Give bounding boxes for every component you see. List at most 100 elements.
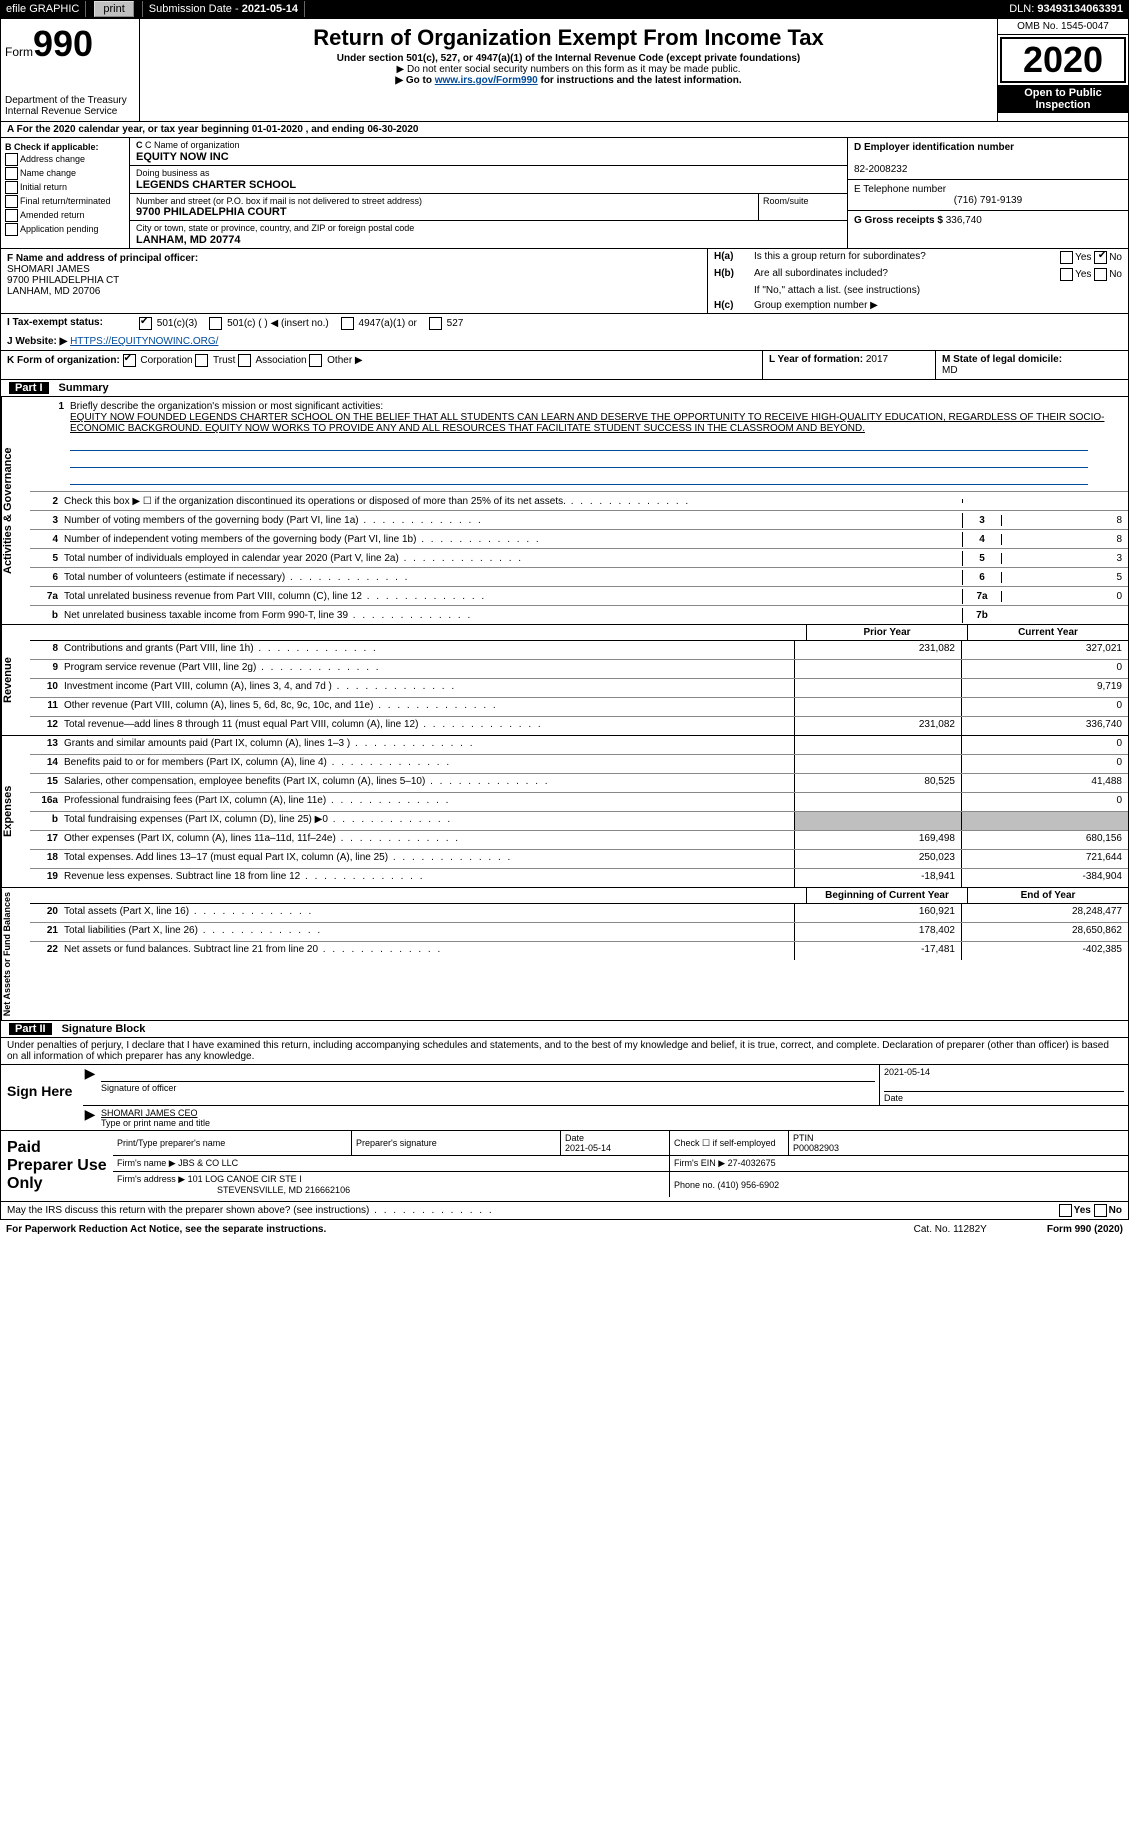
- tax-year: 2020: [1000, 37, 1126, 83]
- data-row: 17 Other expenses (Part IX, column (A), …: [30, 831, 1128, 850]
- ein-cell: D Employer identification number 82-2008…: [848, 138, 1128, 180]
- ein: 82-2008232: [854, 164, 907, 175]
- section-fh: F Name and address of principal officer:…: [0, 249, 1129, 314]
- check-final[interactable]: Final return/terminated: [5, 195, 125, 208]
- sign-here-section: Sign Here ▶ Signature of officer 2021-05…: [0, 1065, 1129, 1131]
- summary-row: 5 Total number of individuals employed i…: [30, 549, 1128, 568]
- data-row: 10 Investment income (Part VIII, column …: [30, 679, 1128, 698]
- sign-arrow-icon: ▶: [83, 1065, 97, 1105]
- mission-block: 1Briefly describe the organization's mis…: [30, 397, 1128, 492]
- summary-row: b Net unrelated business taxable income …: [30, 606, 1128, 624]
- form-number: Form990: [5, 23, 135, 65]
- omb-number: OMB No. 1545-0047: [998, 19, 1128, 35]
- data-row: 16a Professional fundraising fees (Part …: [30, 793, 1128, 812]
- footer-left: For Paperwork Reduction Act Notice, see …: [6, 1224, 326, 1235]
- officer-addr1: 9700 PHILADELPHIA CT: [7, 275, 119, 286]
- summary-revenue: Revenue Prior Year Current Year 8 Contri…: [0, 625, 1129, 736]
- irs-link[interactable]: www.irs.gov/Form990: [435, 75, 538, 86]
- h-b-note: If "No," attach a list. (see instruction…: [708, 283, 1128, 298]
- col-b-check: B Check if applicable: Address change Na…: [1, 138, 130, 248]
- footer-right: Form 990 (2020): [1047, 1224, 1123, 1235]
- data-row: 20 Total assets (Part X, line 16) 160,92…: [30, 904, 1128, 923]
- form-title: Return of Organization Exempt From Incom…: [146, 25, 991, 51]
- sig-name-cell: SHOMARI JAMES CEOType or print name and …: [97, 1106, 1128, 1130]
- data-row: 14 Benefits paid to or for members (Part…: [30, 755, 1128, 774]
- dept-line-2: Internal Revenue Service: [5, 106, 135, 117]
- check-amended[interactable]: Amended return: [5, 209, 125, 222]
- section-bcdeg: B Check if applicable: Address change Na…: [0, 138, 1129, 249]
- dba-cell: Doing business as LEGENDS CHARTER SCHOOL: [130, 166, 847, 194]
- phone: (716) 791-9139: [854, 195, 1122, 206]
- row-j: J Website: ▶ HTTPS://EQUITYNOWINC.ORG/: [0, 333, 1129, 351]
- preparer-table: Print/Type preparer's name Preparer's si…: [113, 1131, 1128, 1197]
- col-c-org: C C Name of organization EQUITY NOW INC …: [130, 138, 847, 248]
- subtitle-2: ▶ Do not enter social security numbers o…: [146, 64, 991, 75]
- vlabel-revenue: Revenue: [1, 625, 30, 735]
- data-row: 21 Total liabilities (Part X, line 26) 1…: [30, 923, 1128, 942]
- street-cell: Number and street (or P.O. box if mail i…: [130, 194, 847, 221]
- firm-name-cell: Firm's name ▶ JBS & CO LLC: [113, 1156, 670, 1172]
- discuss-row: May the IRS discuss this return with the…: [0, 1202, 1129, 1220]
- net-heads: Beginning of Current Year End of Year: [30, 888, 1128, 904]
- sig-officer-label: Signature of officer: [101, 1081, 875, 1093]
- top-bar: efile GRAPHIC print Submission Date - 20…: [0, 0, 1129, 18]
- summary-row: 6 Total number of volunteers (estimate i…: [30, 568, 1128, 587]
- room-suite: Room/suite: [758, 194, 847, 220]
- row-a-period: A For the 2020 calendar year, or tax yea…: [0, 122, 1129, 138]
- prep-self-emp: Check ☐ if self-employed: [670, 1131, 789, 1156]
- preparer-label: Paid Preparer Use Only: [1, 1131, 113, 1201]
- vlabel-net: Net Assets or Fund Balances: [1, 888, 30, 1020]
- data-row: 11 Other revenue (Part VIII, column (A),…: [30, 698, 1128, 717]
- firm-ein-cell: Firm's EIN ▶ 27-4032675: [670, 1156, 1129, 1172]
- col-de: D Employer identification number 82-2008…: [847, 138, 1128, 248]
- data-row: 15 Salaries, other compensation, employe…: [30, 774, 1128, 793]
- efile-label: efile GRAPHIC: [0, 1, 86, 17]
- row-k: K Form of organization: Corporation Trus…: [0, 351, 1129, 380]
- summary-net: Net Assets or Fund Balances Beginning of…: [0, 888, 1129, 1021]
- check-name[interactable]: Name change: [5, 167, 125, 180]
- prep-name-head: Print/Type preparer's name: [113, 1131, 352, 1156]
- check-pending[interactable]: Application pending: [5, 223, 125, 236]
- summary-row: 3 Number of voting members of the govern…: [30, 511, 1128, 530]
- h-c-row: H(c) Group exemption number ▶: [708, 298, 1128, 313]
- website-link[interactable]: HTTPS://EQUITYNOWINC.ORG/: [70, 336, 218, 347]
- subtitle-3: ▶ Go to www.irs.gov/Form990 for instruct…: [146, 75, 991, 86]
- header-right: OMB No. 1545-0047 2020 Open to PublicIns…: [997, 19, 1128, 121]
- check-address[interactable]: Address change: [5, 153, 125, 166]
- header-left: Form990 Department of the Treasury Inter…: [1, 19, 140, 121]
- vlabel-governance: Activities & Governance: [1, 397, 30, 624]
- summary-row: 2 Check this box ▶ ☐ if the organization…: [30, 492, 1128, 511]
- declaration: Under penalties of perjury, I declare th…: [0, 1038, 1129, 1065]
- preparer-section: Paid Preparer Use Only Print/Type prepar…: [0, 1131, 1129, 1202]
- mission-text: EQUITY NOW FOUNDED LEGENDS CHARTER SCHOO…: [36, 412, 1122, 434]
- dba-name: LEGENDS CHARTER SCHOOL: [136, 179, 296, 191]
- col-b-title: B Check if applicable:: [5, 142, 99, 152]
- prep-sig-head: Preparer's signature: [352, 1131, 561, 1156]
- print-button[interactable]: print: [94, 1, 133, 17]
- revenue-heads: Prior Year Current Year: [30, 625, 1128, 641]
- vlabel-expenses: Expenses: [1, 736, 30, 887]
- check-initial[interactable]: Initial return: [5, 181, 125, 194]
- officer-addr2: LANHAM, MD 20706: [7, 286, 100, 297]
- h-a-row: H(a) Is this a group return for subordin…: [708, 249, 1128, 266]
- data-row: 12 Total revenue—add lines 8 through 11 …: [30, 717, 1128, 735]
- sign-here-label: Sign Here: [1, 1065, 83, 1130]
- data-row: 9 Program service revenue (Part VIII, li…: [30, 660, 1128, 679]
- city: LANHAM, MD 20774: [136, 234, 241, 246]
- prep-ptin-cell: PTINP00082903: [789, 1131, 1129, 1156]
- h-b-row: H(b) Are all subordinates included? Yes …: [708, 266, 1128, 283]
- dept-line-1: Department of the Treasury: [5, 95, 135, 106]
- data-row: 13 Grants and similar amounts paid (Part…: [30, 736, 1128, 755]
- dln: DLN: 93493134063391: [1003, 1, 1129, 17]
- summary-expenses: Expenses 13 Grants and similar amounts p…: [0, 736, 1129, 888]
- org-name-cell: C C Name of organization EQUITY NOW INC: [130, 138, 847, 166]
- prep-date-cell: Date2021-05-14: [561, 1131, 670, 1156]
- header-mid: Return of Organization Exempt From Incom…: [140, 19, 997, 121]
- col-f-officer: F Name and address of principal officer:…: [1, 249, 707, 313]
- footer: For Paperwork Reduction Act Notice, see …: [0, 1220, 1129, 1239]
- data-row: 18 Total expenses. Add lines 13–17 (must…: [30, 850, 1128, 869]
- city-cell: City or town, state or province, country…: [130, 221, 847, 248]
- col-h: H(a) Is this a group return for subordin…: [707, 249, 1128, 313]
- summary-row: 4 Number of independent voting members o…: [30, 530, 1128, 549]
- sig-date-cell: 2021-05-14Date: [879, 1065, 1128, 1105]
